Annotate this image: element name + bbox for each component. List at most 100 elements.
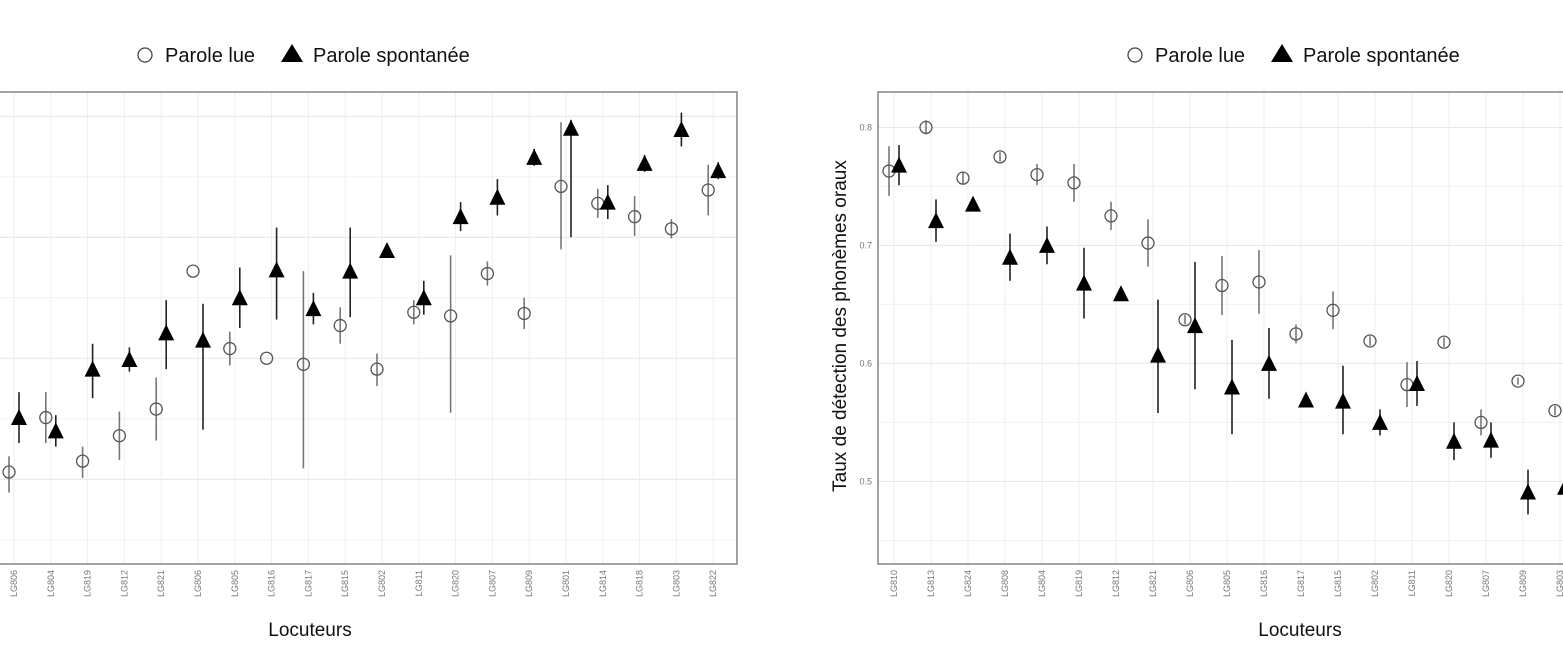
point-parole-spontanee [1335, 392, 1351, 409]
point-parole-lue [1474, 415, 1488, 430]
point-parole-lue [1326, 303, 1340, 317]
y-tick-label: 0.8 [859, 122, 872, 132]
point-parole-lue [370, 362, 384, 376]
right-y-tick-labels: 0.5 0.6 0.7 0.8 [859, 122, 872, 486]
point-parole-spontanee [11, 409, 27, 426]
point-parole-lue [1030, 167, 1044, 182]
point-parole-spontanee [489, 188, 506, 205]
x-tick-label: LG822 [708, 570, 718, 597]
point-parole-spontanee [1187, 317, 1203, 334]
x-tick-label: LG811 [1407, 570, 1417, 596]
point-parole-lue [701, 183, 715, 197]
right-x-tick-labels: LG810 LG813 LG824 LG808 LG804 LG819 LG812 LG821… [889, 570, 1563, 597]
x-tick-label: LG810 [889, 570, 899, 597]
point-parole-spontanee [158, 324, 175, 341]
point-parole-lue [1104, 209, 1118, 223]
point-parole-spontanee [195, 331, 211, 348]
point-parole-lue [919, 120, 933, 135]
point-parole-spontanee [305, 300, 322, 317]
point-parole-spontanee [47, 422, 64, 439]
x-tick-label: LG805 [1222, 570, 1232, 597]
left-plot-area: LG806 LG804 LG819 LG812 LG821 LG806 LG805 LG816… [0, 91, 738, 597]
point-parole-spontanee [1224, 378, 1240, 395]
point-parole-spontanee [526, 148, 543, 165]
x-tick-label: LG801 [561, 570, 571, 597]
point-parole-spontanee [1039, 236, 1055, 253]
point-parole-lue [296, 357, 311, 371]
x-tick-label: LG817 [303, 570, 313, 597]
x-tick-label: LG803 [1555, 570, 1563, 597]
point-parole-spontanee [965, 195, 981, 212]
point-parole-spontanee [1298, 391, 1314, 408]
x-tick-label: LG821 [1148, 570, 1158, 597]
x-tick-label: LG806 [9, 570, 19, 597]
x-tick-label: LG808 [1000, 570, 1010, 597]
right-legend-read-marker [1127, 47, 1143, 63]
point-parole-spontanee [928, 212, 944, 229]
x-tick-label: LG806 [1185, 570, 1195, 597]
point-parole-spontanee [1409, 374, 1425, 391]
point-parole-lue [1437, 335, 1451, 349]
point-parole-lue [1548, 403, 1562, 418]
point-parole-lue [112, 429, 127, 443]
left-legend-spontaneous-label: Parole spontanée [313, 45, 470, 67]
point-parole-lue [149, 402, 163, 416]
point-parole-lue [1178, 313, 1192, 327]
x-tick-label: LG817 [1296, 570, 1306, 597]
point-parole-spontanee [673, 121, 690, 138]
point-parole-lue [407, 305, 421, 319]
x-tick-label: LG819 [83, 570, 93, 597]
point-parole-lue [517, 306, 531, 321]
point-parole-lue [480, 266, 495, 281]
point-parole-lue [333, 318, 347, 333]
point-parole-lue [1067, 176, 1081, 190]
left-legend: Parole lue Parole spontanée [137, 44, 470, 67]
point-parole-spontanee [452, 208, 469, 225]
right-plot-area: LG810 LG813 LG824 LG808 LG804 LG819 LG812 LG821… [859, 91, 1563, 597]
x-tick-label: LG815 [1333, 570, 1343, 597]
point-parole-lue [664, 222, 679, 236]
point-parole-lue [1363, 334, 1377, 348]
right-panel-background [878, 92, 1563, 564]
right-legend: Parole lue Parole spontanée [1127, 44, 1460, 67]
point-parole-spontanee [268, 261, 285, 278]
point-parole-spontanee [1002, 248, 1018, 265]
x-tick-label: LG812 [119, 570, 129, 597]
point-parole-spontanee [1261, 354, 1277, 371]
point-parole-lue [627, 210, 642, 224]
x-tick-label: LG812 [1111, 570, 1121, 597]
point-parole-spontanee [710, 162, 727, 179]
x-tick-label: LG816 [267, 570, 277, 597]
point-parole-lue [1215, 278, 1229, 293]
point-parole-spontanee [1557, 482, 1563, 495]
x-tick-label: LG815 [340, 570, 350, 597]
x-tick-label: LG813 [926, 570, 936, 597]
x-tick-label: LG814 [598, 570, 608, 597]
point-parole-spontanee [231, 289, 248, 306]
point-parole-spontanee [1113, 285, 1129, 302]
left-x-tick-labels: LG806 LG804 LG819 LG812 LG821 LG806 LG805 LG816… [9, 570, 718, 597]
point-parole-lue [186, 264, 200, 278]
x-tick-label: LG807 [487, 570, 497, 597]
left-legend-spontaneous-marker [281, 44, 303, 62]
point-parole-spontanee [415, 289, 432, 306]
left-panel-background [0, 92, 737, 564]
x-tick-label: LG824 [963, 570, 973, 597]
x-tick-label: LG818 [635, 570, 645, 597]
left-panel-border [0, 91, 738, 565]
right-legend-read-label: Parole lue [1155, 45, 1245, 67]
point-parole-lue [1289, 327, 1303, 341]
left-legend-read-label: Parole lue [165, 45, 255, 67]
point-parole-spontanee [599, 193, 616, 210]
right-legend-spontaneous-marker [1271, 44, 1293, 62]
y-tick-label: 0.5 [859, 476, 872, 486]
x-tick-label: LG803 [671, 570, 681, 597]
point-parole-spontanee [1372, 413, 1388, 430]
x-tick-label: LG802 [377, 570, 387, 597]
x-tick-label: LG819 [1074, 570, 1084, 597]
x-tick-label: LG804 [46, 570, 56, 597]
point-parole-spontanee [636, 154, 653, 171]
right-chart: Parole lue Parole spontanée LG810 LG813 LG… [830, 44, 1563, 641]
x-tick-label: LG802 [1370, 570, 1380, 597]
